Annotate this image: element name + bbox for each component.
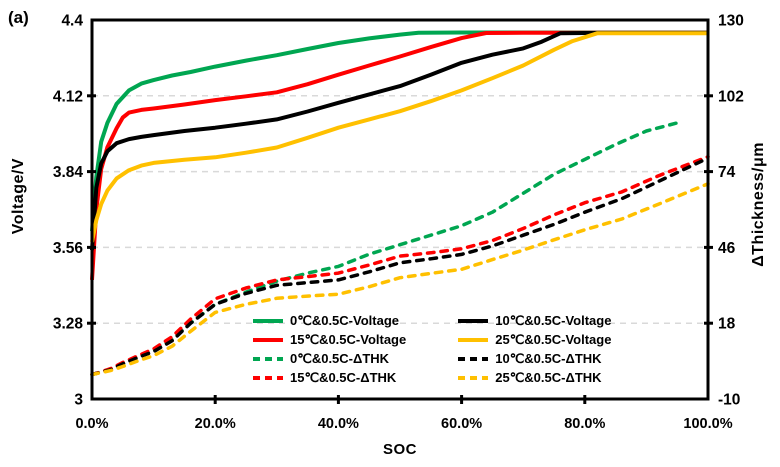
legend-dashed-line-swatch [253, 356, 283, 361]
legend-dashed-line-swatch [458, 356, 489, 361]
legend-label: 25℃&0.5C-Voltage [495, 331, 612, 347]
legend-label: 15℃&0.5C-Voltage [290, 331, 407, 347]
legend-dashed-line-swatch [253, 375, 283, 380]
legend-item: 0℃&0.5C-Voltage [253, 311, 406, 330]
legend-item: 10℃&0.5C-ΔTHK [458, 349, 611, 368]
y-left-tick-label: 3.56 [53, 240, 84, 257]
y-right-tick-label: -10 [718, 392, 740, 409]
y-left-tick-label: 3 [74, 392, 83, 409]
legend-column: 0℃&0.5C-Voltage 15℃&0.5C-Voltage 0℃&0.5C-Δ… [253, 311, 406, 387]
left-axis-title: Voltage/V [10, 158, 27, 235]
series-line-6 [90, 156, 710, 377]
legend-item: 15℃&0.5C-Voltage [253, 330, 406, 349]
x-tick-label: 20.0% [195, 416, 236, 432]
legend-item: 25℃&0.5C-ΔTHK [458, 368, 611, 387]
plot-border [90, 18, 710, 401]
legend-label: 10℃&0.5C-Voltage [495, 312, 612, 328]
legend-item: 10℃&0.5C-Voltage [458, 311, 611, 330]
legend-label: 0℃&0.5C-Voltage [290, 312, 399, 328]
x-tick-label: 100.0% [683, 416, 732, 432]
y-left-tick-label: 4.12 [53, 88, 83, 105]
legend-column: 10℃&0.5C-Voltage 25℃&0.5C-Voltage 10℃&0.5C… [458, 311, 611, 387]
y-right-tick-label: 46 [718, 240, 736, 257]
legend-label: 10℃&0.5C-ΔTHK [495, 350, 602, 366]
series-line-3 [90, 31, 708, 243]
legend-solid-line-swatch [253, 318, 283, 323]
chart-legend: 0℃&0.5C-Voltage 15℃&0.5C-Voltage 0℃&0.5C-Δ… [253, 311, 611, 387]
legend-solid-line-swatch [458, 337, 489, 342]
y-right-tick-label: 18 [718, 316, 736, 333]
y-left-tick-label: 4.4 [61, 13, 83, 30]
y-left-tick-label: 3.84 [53, 164, 84, 181]
legend-solid-line-swatch [458, 318, 489, 323]
right-axis-title: ΔThickness/μm [750, 142, 767, 267]
x-tick-label: 0.0% [75, 416, 108, 432]
x-tick-label: 40.0% [318, 416, 359, 432]
legend-item: 0℃&0.5C-ΔTHK [253, 349, 406, 368]
x-axis-title: SOC [382, 441, 417, 458]
y-right-tick-label: 74 [718, 164, 736, 181]
panel-label: (a) [8, 8, 29, 27]
legend-solid-line-swatch [253, 337, 283, 342]
x-tick-label: 60.0% [441, 416, 482, 432]
y-right-tick-label: 102 [718, 88, 744, 105]
series-line-5 [90, 154, 710, 377]
series-line-2 [90, 31, 708, 251]
y-right-tick-label: 130 [718, 13, 744, 30]
y-left-tick-label: 3.28 [53, 316, 84, 333]
legend-label: 0℃&0.5C-ΔTHK [290, 350, 390, 366]
x-tick-label: 80.0% [564, 416, 605, 432]
legend-item: 15℃&0.5C-ΔTHK [253, 368, 406, 387]
legend-label: 25℃&0.5C-ΔTHK [495, 369, 602, 385]
legend-label: 15℃&0.5C-ΔTHK [290, 369, 397, 385]
series-line-1 [90, 30, 708, 281]
legend-item: 25℃&0.5C-Voltage [458, 330, 611, 349]
series-line-7 [90, 182, 710, 377]
legend-dashed-line-swatch [458, 375, 489, 380]
